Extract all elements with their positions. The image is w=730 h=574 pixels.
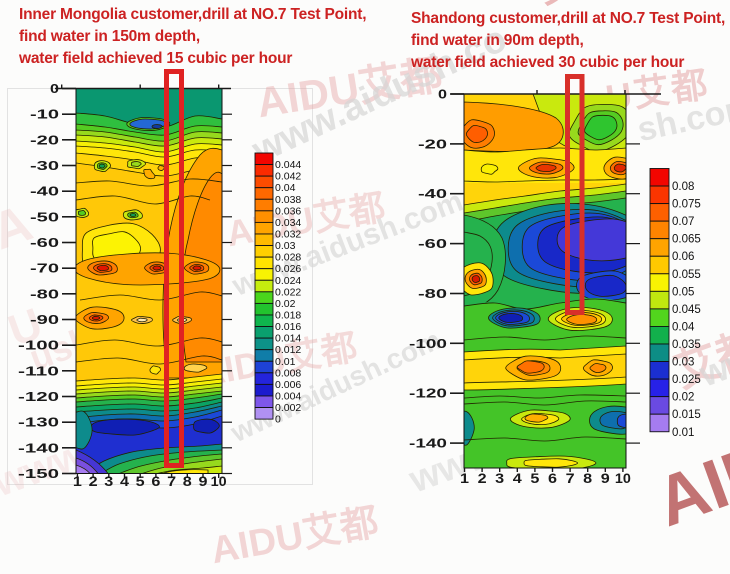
svg-text:2: 2: [89, 474, 98, 489]
svg-text:-80: -80: [30, 286, 59, 301]
svg-text:9: 9: [601, 471, 610, 486]
svg-text:3: 3: [104, 474, 114, 489]
svg-text:4: 4: [120, 474, 130, 489]
svg-text:0.034: 0.034: [275, 217, 301, 229]
svg-text:8: 8: [183, 474, 193, 489]
svg-text:0.004: 0.004: [275, 391, 301, 403]
svg-text:0.01: 0.01: [672, 427, 694, 439]
svg-text:-130: -130: [18, 415, 59, 430]
svg-text:0.045: 0.045: [672, 304, 701, 316]
svg-text:0.035: 0.035: [672, 339, 701, 351]
svg-text:-70: -70: [30, 261, 59, 276]
svg-text:10: 10: [211, 474, 227, 489]
svg-text:0.044: 0.044: [275, 159, 301, 171]
svg-text:0.04: 0.04: [275, 182, 296, 194]
svg-text:0.016: 0.016: [275, 321, 301, 333]
svg-text:0.008: 0.008: [275, 367, 301, 379]
svg-text:9: 9: [199, 474, 208, 489]
svg-text:0.012: 0.012: [275, 344, 301, 356]
svg-text:6: 6: [548, 471, 558, 486]
svg-text:0.03: 0.03: [275, 240, 296, 252]
svg-text:0.075: 0.075: [672, 199, 701, 211]
svg-text:6: 6: [151, 474, 161, 489]
svg-text:0.028: 0.028: [275, 252, 301, 264]
svg-text:7: 7: [167, 474, 176, 489]
svg-text:0.042: 0.042: [275, 171, 301, 183]
svg-text:8: 8: [583, 471, 593, 486]
svg-text:3: 3: [495, 471, 505, 486]
svg-text:5: 5: [530, 471, 540, 486]
svg-text:-10: -10: [30, 107, 59, 122]
svg-text:-20: -20: [30, 132, 59, 147]
svg-text:0.08: 0.08: [672, 181, 694, 193]
svg-text:0.015: 0.015: [672, 409, 701, 421]
svg-text:-60: -60: [30, 235, 59, 250]
svg-text:-150: -150: [18, 466, 59, 481]
svg-text:-80: -80: [418, 286, 447, 301]
svg-text:-40: -40: [418, 186, 447, 201]
svg-text:-140: -140: [18, 440, 59, 455]
svg-text:-40: -40: [30, 184, 59, 199]
svg-text:0.006: 0.006: [275, 379, 301, 391]
svg-text:0: 0: [438, 87, 447, 102]
svg-text:0.032: 0.032: [275, 229, 301, 241]
svg-text:-120: -120: [409, 386, 447, 401]
svg-text:5: 5: [136, 474, 146, 489]
svg-text:-60: -60: [418, 236, 447, 251]
svg-text:1: 1: [460, 471, 470, 486]
svg-text:0.065: 0.065: [672, 234, 701, 246]
svg-text:0: 0: [50, 81, 59, 96]
svg-text:0.026: 0.026: [275, 263, 301, 275]
svg-text:0.02: 0.02: [275, 298, 296, 310]
svg-text:0.038: 0.038: [275, 194, 301, 206]
svg-text:-140: -140: [409, 436, 447, 451]
svg-text:0.055: 0.055: [672, 269, 701, 281]
svg-text:-20: -20: [418, 136, 447, 151]
svg-text:0.05: 0.05: [672, 286, 694, 298]
svg-text:0.002: 0.002: [275, 402, 301, 414]
svg-text:0.03: 0.03: [672, 357, 694, 369]
svg-text:1: 1: [73, 474, 83, 489]
svg-text:0.022: 0.022: [275, 286, 301, 298]
svg-text:0.036: 0.036: [275, 205, 301, 217]
svg-text:10: 10: [615, 471, 631, 486]
svg-text:-120: -120: [18, 389, 59, 404]
svg-text:0.01: 0.01: [275, 356, 296, 368]
svg-text:2: 2: [478, 471, 487, 486]
svg-text:0.07: 0.07: [672, 216, 694, 228]
svg-text:-100: -100: [409, 336, 447, 351]
svg-text:-50: -50: [30, 209, 59, 224]
svg-text:0.04: 0.04: [672, 322, 695, 334]
svg-text:0: 0: [275, 414, 281, 426]
svg-text:0.06: 0.06: [672, 251, 694, 263]
svg-text:-100: -100: [18, 338, 59, 353]
svg-text:0.018: 0.018: [275, 310, 301, 322]
svg-text:0.02: 0.02: [672, 392, 694, 404]
svg-text:-110: -110: [18, 363, 59, 378]
svg-text:0.014: 0.014: [275, 333, 301, 345]
svg-text:-30: -30: [30, 158, 59, 173]
svg-text:7: 7: [566, 471, 575, 486]
svg-text:4: 4: [513, 471, 523, 486]
svg-text:0.025: 0.025: [672, 374, 701, 386]
svg-text:-90: -90: [30, 312, 59, 327]
svg-text:0.024: 0.024: [275, 275, 301, 287]
